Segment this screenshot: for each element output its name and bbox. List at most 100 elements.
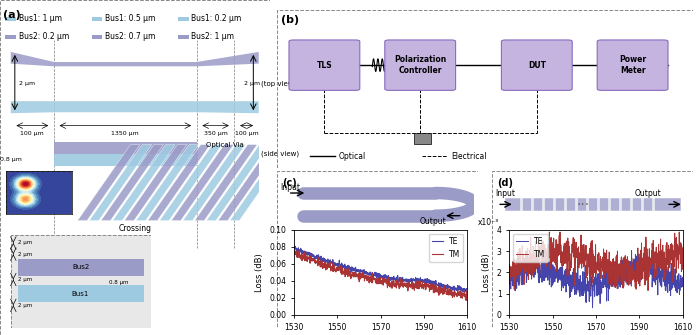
Polygon shape xyxy=(113,145,175,220)
TE xyxy=(654,276,663,280)
Polygon shape xyxy=(78,145,140,220)
Text: Bus1: Bus1 xyxy=(72,290,89,296)
Text: 2 μm: 2 μm xyxy=(19,81,35,86)
TM xyxy=(391,282,399,286)
Text: (side view): (side view) xyxy=(261,151,300,157)
TE xyxy=(505,262,514,266)
Bar xyxy=(54,154,197,166)
TE xyxy=(615,278,624,282)
Text: ···: ··· xyxy=(576,199,589,212)
Polygon shape xyxy=(10,52,259,66)
TM xyxy=(516,246,524,250)
Text: Output: Output xyxy=(420,217,447,226)
TE xyxy=(290,244,299,248)
Bar xyxy=(178,17,189,21)
TM xyxy=(610,278,619,282)
Text: (d): (d) xyxy=(497,178,513,188)
Bar xyxy=(6,17,16,21)
Text: Bus2: 1 μm: Bus2: 1 μm xyxy=(191,32,235,41)
Text: Bus1: 0.5 μm: Bus1: 0.5 μm xyxy=(105,14,155,22)
TE xyxy=(627,249,636,253)
TE xyxy=(516,273,524,277)
Text: (a): (a) xyxy=(3,10,20,20)
Polygon shape xyxy=(206,145,269,220)
Text: 0.8 μm: 0.8 μm xyxy=(0,157,22,162)
Text: 2 μm: 2 μm xyxy=(18,241,32,246)
FancyBboxPatch shape xyxy=(289,40,360,90)
Text: (c): (c) xyxy=(282,178,297,188)
Text: Electrical: Electrical xyxy=(452,152,487,161)
TM xyxy=(678,247,687,251)
TE xyxy=(588,306,596,310)
Y-axis label: Loss (dB): Loss (dB) xyxy=(255,253,264,292)
Y-axis label: Loss (dB): Loss (dB) xyxy=(482,253,491,292)
Text: 1350 μm: 1350 μm xyxy=(111,132,139,136)
Text: Bus1: 1 μm: Bus1: 1 μm xyxy=(19,14,62,22)
Text: 2 μm: 2 μm xyxy=(244,81,260,86)
Text: 0.8 μm: 0.8 μm xyxy=(108,280,128,285)
Text: (top view): (top view) xyxy=(261,80,297,87)
FancyBboxPatch shape xyxy=(501,40,572,90)
TM xyxy=(606,262,615,266)
Text: 2 μm: 2 μm xyxy=(18,303,32,308)
TM xyxy=(505,267,514,271)
TM xyxy=(439,291,447,295)
TM xyxy=(545,230,554,234)
Bar xyxy=(6,35,16,39)
Text: Bus2: 0.2 μm: Bus2: 0.2 μm xyxy=(19,32,69,41)
TM xyxy=(395,287,403,291)
Legend: TE, TM: TE, TM xyxy=(513,234,548,262)
TE xyxy=(439,283,447,287)
TE xyxy=(463,288,472,292)
TM xyxy=(637,258,645,262)
Polygon shape xyxy=(10,101,259,113)
Line: TM: TM xyxy=(294,251,468,300)
TM xyxy=(462,298,470,303)
Bar xyxy=(18,285,144,302)
TM xyxy=(421,288,430,292)
TE xyxy=(678,275,687,279)
Line: TE: TE xyxy=(510,251,682,308)
Bar xyxy=(414,133,430,144)
TM xyxy=(300,259,309,263)
Polygon shape xyxy=(148,145,210,220)
Text: 100 μm: 100 μm xyxy=(20,132,44,136)
Text: Bus2: Bus2 xyxy=(72,264,89,270)
TM xyxy=(290,249,298,253)
Text: Output: Output xyxy=(635,189,662,198)
Bar xyxy=(18,259,144,276)
Text: Optical: Optical xyxy=(339,152,366,161)
TE xyxy=(461,290,469,294)
Polygon shape xyxy=(125,145,187,220)
Text: DUT: DUT xyxy=(528,61,546,70)
TE xyxy=(610,278,619,282)
Text: Crossing: Crossing xyxy=(118,224,151,233)
Polygon shape xyxy=(101,145,163,220)
Line: TE: TE xyxy=(294,246,468,292)
Bar xyxy=(92,17,102,21)
Bar xyxy=(92,35,102,39)
Text: Input: Input xyxy=(496,189,515,198)
TM xyxy=(400,283,409,287)
Bar xyxy=(54,142,197,154)
Text: 2 μm: 2 μm xyxy=(18,252,32,257)
Bar xyxy=(178,35,189,39)
Bar xyxy=(6,171,72,214)
TE xyxy=(421,281,430,285)
Text: Optical Via: Optical Via xyxy=(206,142,244,148)
Text: Power
Meter: Power Meter xyxy=(619,56,646,75)
Polygon shape xyxy=(183,145,246,220)
Legend: TE, TM: TE, TM xyxy=(428,234,463,262)
TM xyxy=(644,288,652,292)
Text: x10⁻³: x10⁻³ xyxy=(478,218,499,227)
TE xyxy=(395,278,404,282)
TE xyxy=(300,250,309,254)
TE xyxy=(400,278,409,282)
Polygon shape xyxy=(160,145,222,220)
TM xyxy=(463,294,472,298)
TE xyxy=(606,269,615,273)
Polygon shape xyxy=(136,145,199,220)
Polygon shape xyxy=(230,145,293,220)
Polygon shape xyxy=(90,145,152,220)
Text: Bus1: 0.2 μm: Bus1: 0.2 μm xyxy=(191,14,242,22)
